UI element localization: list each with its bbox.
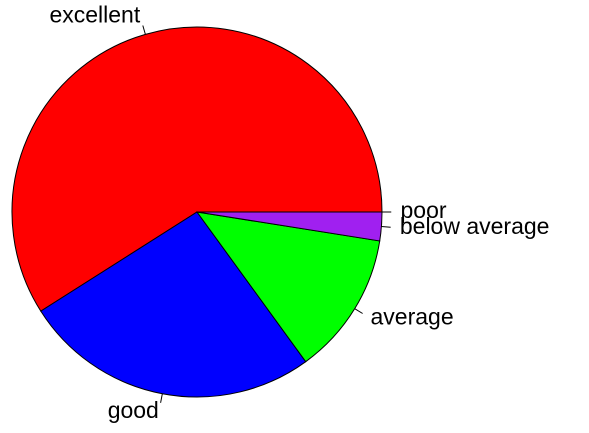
slice-label: average	[371, 303, 454, 329]
slice-label: below average	[400, 213, 550, 239]
pie-slice	[40, 211, 307, 398]
slice-label: excellent	[49, 2, 140, 28]
slice-label: good	[108, 397, 159, 423]
pie-slice	[11, 26, 383, 312]
label-tick	[160, 393, 163, 403]
label-tick	[381, 226, 391, 228]
pie-slice	[195, 211, 381, 363]
label-tick	[354, 308, 363, 314]
label-tick	[142, 25, 146, 35]
slice-label: poor	[401, 197, 447, 223]
